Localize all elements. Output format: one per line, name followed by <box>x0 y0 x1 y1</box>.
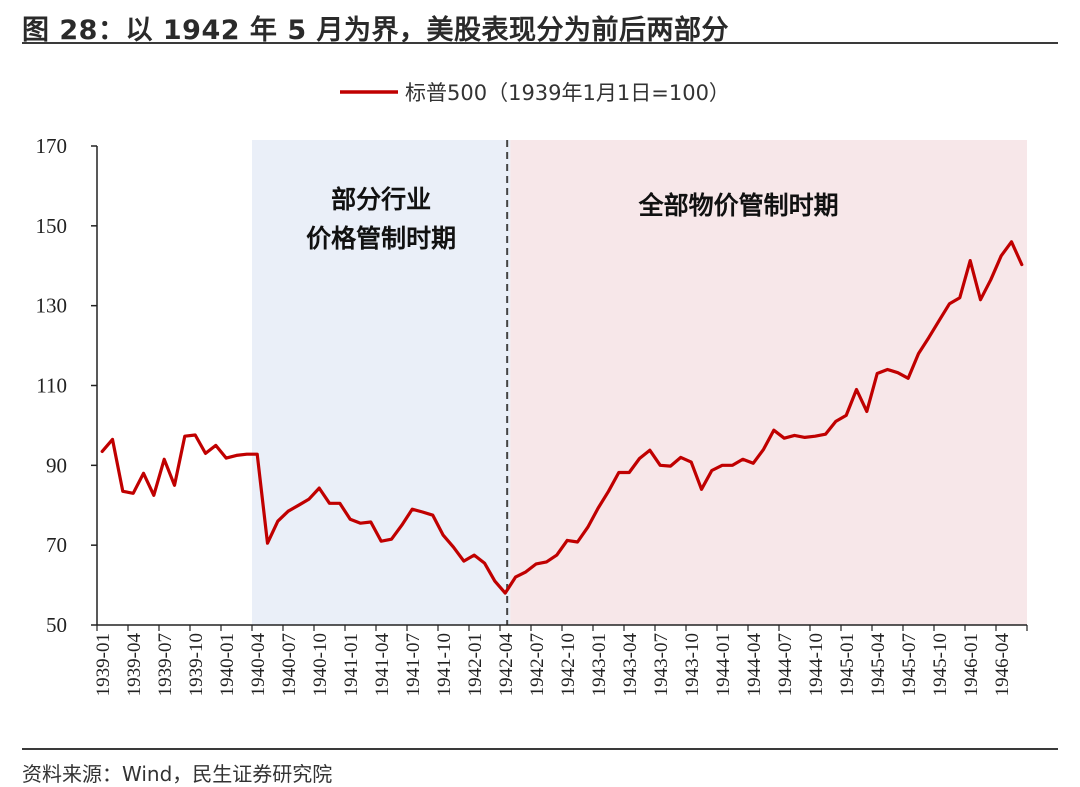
x-tick-label: 1942-07 <box>527 633 548 696</box>
x-tick-label: 1940-07 <box>279 633 300 696</box>
axes: 50 70 90 110 130 150 170 1939-01 1939-04 1939-07 1… <box>36 134 1028 696</box>
y-tick-label: 110 <box>36 374 67 398</box>
x-tick-label: 1944-01 <box>713 633 734 696</box>
x-tick-label: 1939-04 <box>124 633 145 697</box>
period-shading <box>252 140 1027 625</box>
x-tick-label: 1940-04 <box>248 633 269 697</box>
x-tick-label: 1944-07 <box>775 633 796 696</box>
x-tick-label: 1945-07 <box>899 633 920 696</box>
period-shade-1 <box>252 140 511 625</box>
figure-title: 图 28：以 1942 年 5 月为界，美股表现分为前后两部分 <box>22 15 730 46</box>
x-tick-label: 1941-10 <box>434 633 455 696</box>
x-tick-label: 1939-07 <box>155 633 176 696</box>
source-note: 资料来源：Wind，民生证券研究院 <box>22 762 333 786</box>
x-tick-label: 1943-07 <box>651 633 672 696</box>
y-tick-label: 170 <box>36 134 68 158</box>
period-label-full: 全部物价管制时期 <box>638 191 839 220</box>
x-tick-label: 1941-01 <box>341 633 362 696</box>
x-tick-label: 1940-10 <box>310 633 331 696</box>
y-tick-label: 70 <box>46 533 67 557</box>
period-label-partial-line1: 部分行业 <box>331 185 431 214</box>
series-layer <box>100 240 1024 595</box>
y-tick-label: 130 <box>36 294 68 318</box>
x-tick-label: 1941-04 <box>372 633 393 697</box>
y-tick-label: 90 <box>46 453 67 477</box>
x-tick-label: 1940-01 <box>217 633 238 696</box>
x-tick-label: 1942-10 <box>558 633 579 696</box>
source-rule <box>22 748 1058 750</box>
x-tick-label: 1946-01 <box>961 633 982 696</box>
x-tick-label: 1941-07 <box>403 633 424 696</box>
x-tick-label: 1944-04 <box>744 633 765 697</box>
y-tick-label: 150 <box>36 214 68 238</box>
x-tick-label: 1943-04 <box>620 633 641 697</box>
stock-line-chart: 50 70 90 110 130 150 170 1939-01 1939-04 1939-07 1… <box>36 81 1028 696</box>
series-line-sp500 <box>100 240 1024 595</box>
x-tick-label: 1945-01 <box>837 633 858 696</box>
x-tick-label: 1946-04 <box>992 633 1013 697</box>
x-tick-label: 1939-10 <box>186 633 207 696</box>
x-tick-label: 1942-04 <box>496 633 517 697</box>
period-label-partial-line2: 价格管制时期 <box>306 224 456 253</box>
title-rule <box>22 42 1058 44</box>
legend-label: 标普500（1939年1月1日=100） <box>405 81 730 105</box>
x-tick-label: 1943-01 <box>589 633 610 696</box>
x-tick-label: 1939-01 <box>93 633 114 696</box>
period-shade-2 <box>510 140 1027 625</box>
y-tick-label: 50 <box>46 613 67 637</box>
x-tick-label: 1943-10 <box>682 633 703 696</box>
legend: 标普500（1939年1月1日=100） <box>340 81 730 105</box>
x-tick-label: 1945-10 <box>930 633 951 696</box>
x-tick-label: 1942-01 <box>465 633 486 696</box>
x-tick-label: 1945-04 <box>868 633 889 697</box>
x-tick-label: 1944-10 <box>806 633 827 696</box>
